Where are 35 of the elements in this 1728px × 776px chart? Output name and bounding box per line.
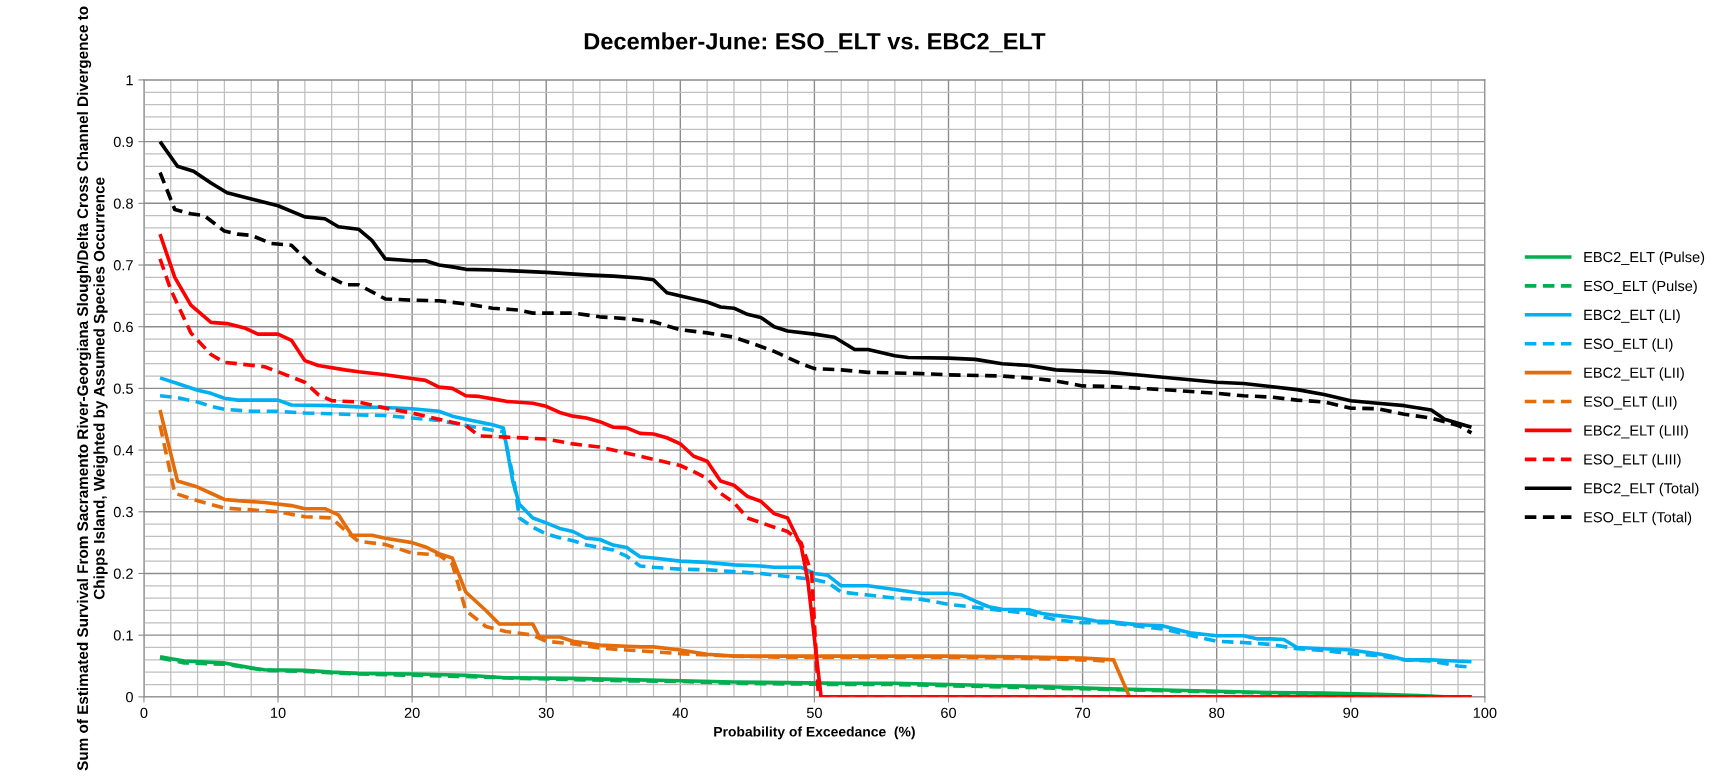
chart-title: December-June: ESO_ELT vs. EBC2_ELT bbox=[584, 32, 1046, 53]
y-tick-label: 0 bbox=[125, 691, 133, 703]
x-tick-label: 90 bbox=[1343, 707, 1359, 718]
x-tick-label: 80 bbox=[1209, 707, 1225, 718]
legend-label: ESO_ELT (LII) bbox=[1584, 396, 1677, 410]
y-tick-label: 0.8 bbox=[113, 198, 133, 209]
y-tick-label: 0.7 bbox=[113, 260, 133, 271]
y-tick-label: 0.2 bbox=[113, 568, 133, 579]
legend-label: EBC2_ELT (LI) bbox=[1584, 309, 1680, 323]
x-tick-label: 20 bbox=[404, 707, 420, 718]
x-tick-label: 100 bbox=[1473, 707, 1497, 718]
x-tick-label: 30 bbox=[538, 707, 554, 718]
y-tick-label: 0.3 bbox=[113, 506, 133, 518]
x-axis-title: Probability of Exceedance (%) bbox=[714, 726, 915, 740]
x-tick-label: 50 bbox=[806, 707, 822, 718]
y-tick-label: 0.5 bbox=[113, 383, 133, 394]
legend-label: ESO_ELT (LI) bbox=[1584, 338, 1673, 352]
y-tick-label: 0.9 bbox=[113, 136, 133, 148]
legend-label: ESO_ELT (LIII) bbox=[1584, 453, 1681, 468]
y-tick-label: 0.6 bbox=[113, 321, 133, 333]
legend-label: EBC2_ELT (LII) bbox=[1584, 367, 1684, 381]
legend-label: EBC2_ELT (LIII) bbox=[1584, 424, 1688, 439]
legend-label: EBC2_ELT (Pulse) bbox=[1584, 251, 1705, 266]
x-tick-label: 70 bbox=[1075, 707, 1091, 718]
y-axis-title: Sum of Estimated Survival From Sacramento River-Georgiana Slough/Delta Cross Channel Divergence to Chipps Island, Weighted by Assumed Species Occurrence bbox=[76, 6, 108, 771]
legend-label: EBC2_ELT (Total) bbox=[1584, 482, 1699, 497]
legend-label: ESO_ELT (Pulse) bbox=[1584, 280, 1697, 294]
y-tick-label: 0.4 bbox=[113, 445, 134, 456]
x-tick-label: 40 bbox=[672, 707, 688, 718]
y-tick-label: 1 bbox=[126, 75, 133, 86]
legend-label: ESO_ELT (Total) bbox=[1584, 511, 1692, 526]
x-tick-label: 10 bbox=[271, 707, 286, 718]
x-tick-label: 60 bbox=[941, 707, 957, 718]
y-tick-label: 0.1 bbox=[113, 630, 133, 641]
x-tick-label: 0 bbox=[140, 707, 148, 718]
